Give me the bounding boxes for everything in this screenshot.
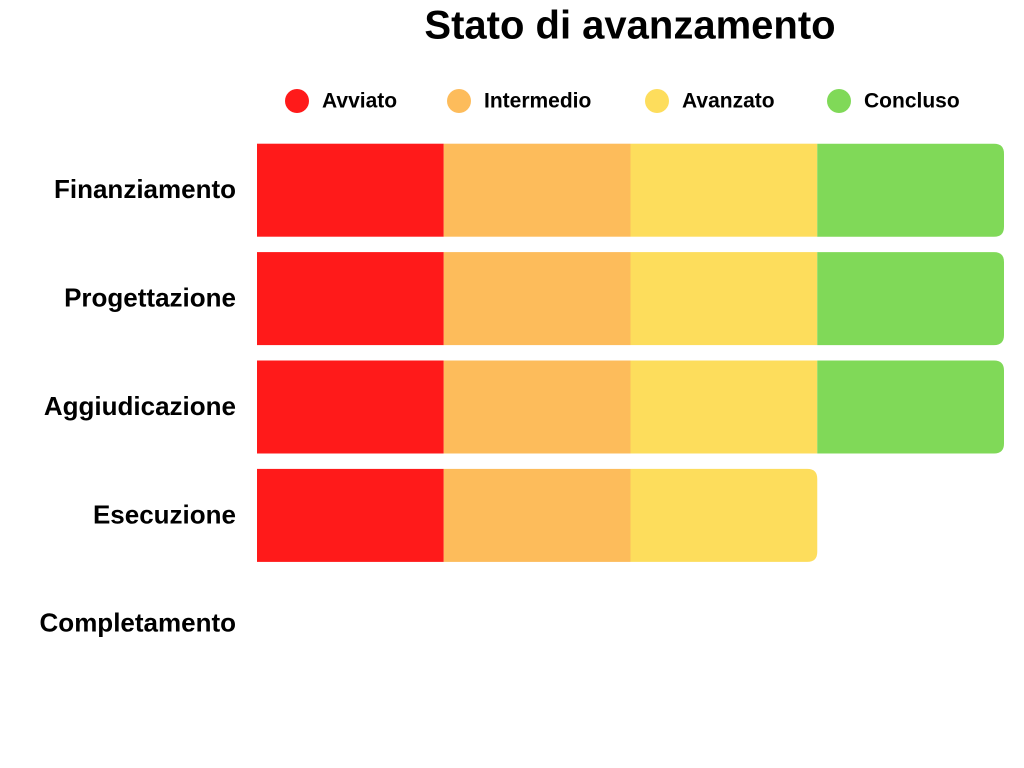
- legend-label: Avanzato: [682, 90, 775, 113]
- bar-segment: [443, 143, 631, 237]
- legend-label: Concluso: [864, 90, 960, 113]
- legend-label: Intermedio: [484, 90, 591, 113]
- bar-segment: [817, 252, 1004, 346]
- legend-swatch: [447, 89, 471, 113]
- bar-segment: [630, 468, 818, 562]
- legend-swatch: [645, 89, 669, 113]
- bar-segment: [257, 143, 444, 237]
- bar-segment: [630, 360, 818, 454]
- y-tick-label: Esecuzione: [93, 499, 236, 529]
- bar-segment: [443, 252, 631, 346]
- y-tick-label: Progettazione: [64, 282, 236, 312]
- legend-swatch: [285, 89, 309, 113]
- bar-segment: [443, 360, 631, 454]
- bar-segment: [257, 252, 444, 346]
- y-tick-label: Completamento: [40, 608, 236, 638]
- bar-segment: [630, 252, 818, 346]
- bar-segment: [630, 143, 818, 237]
- chart-title: Stato di avanzamento: [424, 4, 835, 48]
- bar-segment: [817, 143, 1004, 237]
- bar-segment: [257, 468, 444, 562]
- legend-label: Avviato: [322, 90, 397, 113]
- y-tick-label: Aggiudicazione: [44, 391, 236, 421]
- legend-swatch: [827, 89, 851, 113]
- y-tick-label: Finanziamento: [54, 174, 236, 204]
- bar-segment: [443, 468, 631, 562]
- bar-segment: [257, 360, 444, 454]
- bar-segment: [817, 360, 1004, 454]
